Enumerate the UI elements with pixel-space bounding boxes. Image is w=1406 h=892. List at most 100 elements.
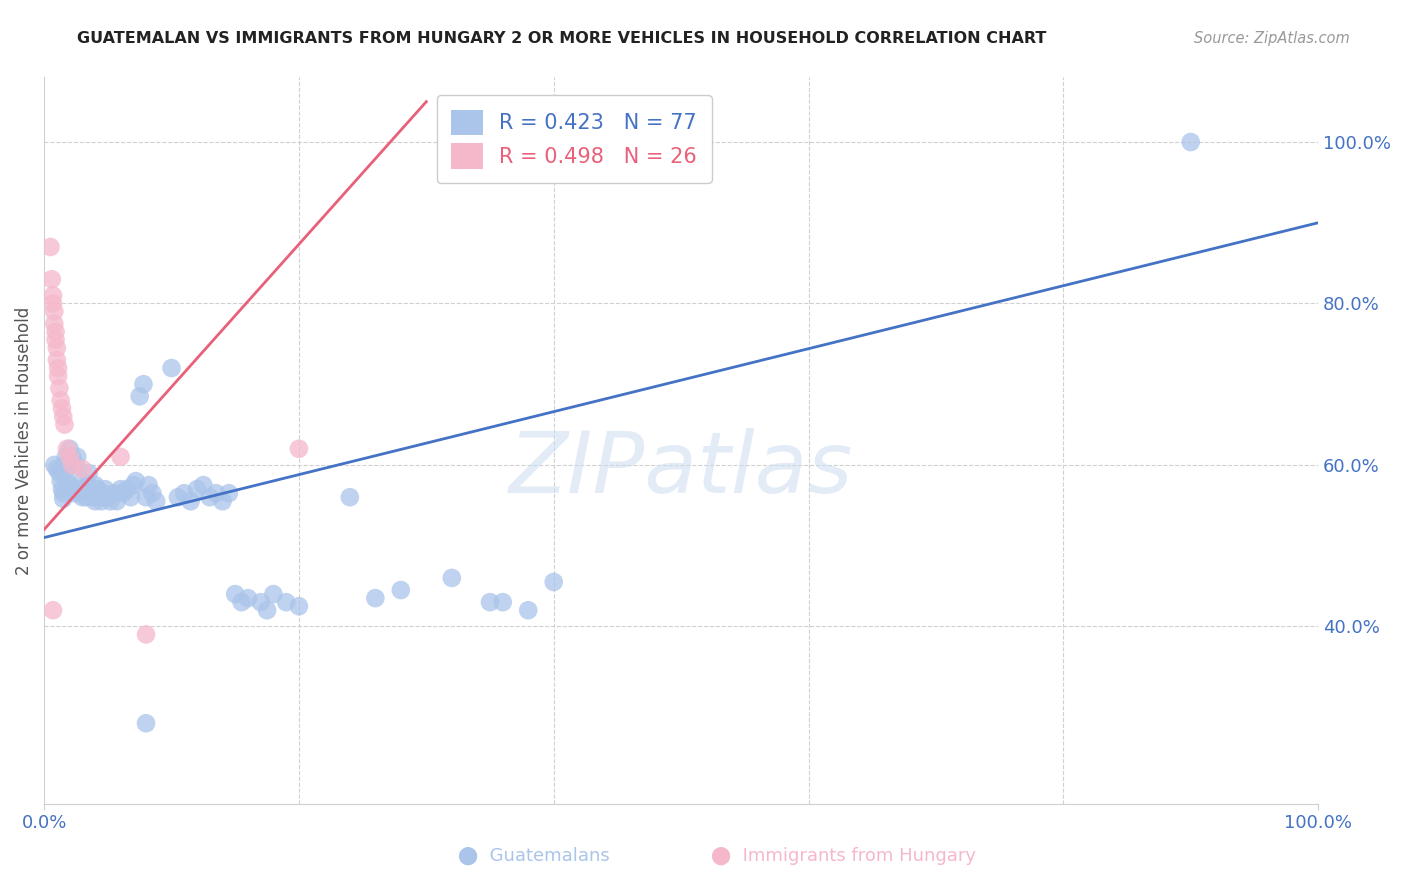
Point — [141, 486, 163, 500]
Legend: R = 0.423   N = 77, R = 0.498   N = 26: R = 0.423 N = 77, R = 0.498 N = 26 — [437, 95, 711, 184]
Point — [53, 417, 76, 432]
Point — [60, 458, 83, 472]
Point — [135, 716, 157, 731]
Point — [339, 490, 361, 504]
Point — [86, 482, 108, 496]
Point — [173, 486, 195, 500]
Point — [186, 482, 208, 496]
Point — [135, 490, 157, 504]
Point — [52, 409, 75, 424]
Point — [63, 486, 86, 500]
Point — [44, 304, 66, 318]
Point — [110, 482, 132, 496]
Point — [55, 450, 77, 464]
Point — [479, 595, 502, 609]
Point — [76, 478, 98, 492]
Point — [110, 450, 132, 464]
Point — [105, 494, 128, 508]
Text: GUATEMALAN VS IMMIGRANTS FROM HUNGARY 2 OR MORE VEHICLES IN HOUSEHOLD CORRELATIO: GUATEMALAN VS IMMIGRANTS FROM HUNGARY 2 … — [77, 31, 1046, 46]
Point — [249, 595, 271, 609]
Point — [389, 582, 412, 597]
Point — [288, 442, 311, 456]
Text: ⬤  Immigrants from Hungary: ⬤ Immigrants from Hungary — [711, 847, 976, 865]
Point — [138, 478, 160, 492]
Point — [160, 361, 183, 376]
Point — [256, 603, 278, 617]
Point — [103, 486, 125, 500]
Point — [49, 474, 72, 488]
Point — [67, 482, 90, 496]
Point — [91, 486, 114, 500]
Point — [56, 462, 79, 476]
Point — [51, 401, 73, 416]
Point — [45, 353, 67, 368]
Point — [224, 587, 246, 601]
Point — [77, 486, 100, 500]
Point — [48, 381, 70, 395]
Point — [198, 490, 221, 504]
Point — [45, 462, 67, 476]
Point — [543, 574, 565, 589]
Point — [75, 490, 97, 504]
Y-axis label: 2 or more Vehicles in Household: 2 or more Vehicles in Household — [15, 307, 32, 574]
Point — [180, 494, 202, 508]
Point — [41, 272, 63, 286]
Point — [90, 494, 112, 508]
Point — [60, 482, 83, 496]
Point — [39, 240, 62, 254]
Point — [125, 474, 148, 488]
Point — [58, 478, 80, 492]
Point — [49, 393, 72, 408]
Point — [66, 450, 89, 464]
Point — [167, 490, 190, 504]
Point — [46, 361, 69, 376]
Point — [56, 474, 79, 488]
Point — [42, 603, 65, 617]
Point — [42, 288, 65, 302]
Point — [56, 442, 79, 456]
Point — [84, 494, 107, 508]
Point — [112, 486, 135, 500]
Point — [115, 482, 138, 496]
Point — [69, 486, 91, 500]
Point — [48, 466, 70, 480]
Point — [440, 571, 463, 585]
Point — [132, 377, 155, 392]
Point — [288, 599, 311, 614]
Point — [58, 442, 80, 456]
Point — [94, 482, 117, 496]
Point — [51, 482, 73, 496]
Point — [77, 466, 100, 480]
Point — [135, 627, 157, 641]
Point — [45, 325, 67, 339]
Point — [492, 595, 515, 609]
Text: ZIPatlas: ZIPatlas — [509, 428, 853, 511]
Point — [98, 494, 121, 508]
Point — [72, 490, 94, 504]
Point — [73, 482, 96, 496]
Point — [58, 450, 80, 464]
Point — [364, 591, 387, 606]
Point — [231, 595, 253, 609]
Point — [145, 494, 167, 508]
Text: ⬤  Guatemalans: ⬤ Guatemalans — [458, 847, 610, 865]
Point — [44, 317, 66, 331]
Point — [236, 591, 259, 606]
Point — [52, 491, 75, 506]
Point — [89, 490, 111, 504]
Point — [205, 486, 228, 500]
Point — [122, 478, 145, 492]
Point — [82, 490, 104, 504]
Point — [45, 333, 67, 347]
Point — [53, 458, 76, 472]
Text: Source: ZipAtlas.com: Source: ZipAtlas.com — [1194, 31, 1350, 46]
Point — [218, 486, 240, 500]
Point — [517, 603, 540, 617]
Point — [97, 490, 120, 504]
Point — [84, 478, 107, 492]
Point — [1180, 135, 1202, 149]
Point — [262, 587, 284, 601]
Point — [211, 494, 233, 508]
Point — [60, 450, 83, 464]
Point — [44, 458, 66, 472]
